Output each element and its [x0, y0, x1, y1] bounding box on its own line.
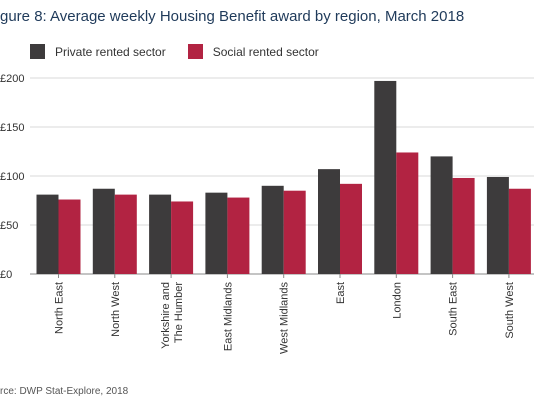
y-tick-label: £150 [0, 122, 24, 134]
x-tick-label: South East [448, 282, 460, 336]
x-tick-label: East Midlands [222, 282, 234, 352]
x-tick-label: London [391, 282, 403, 319]
legend-swatch-private [30, 44, 45, 59]
legend-label-social: Social rented sector [212, 44, 319, 59]
y-tick-label: £200 [0, 73, 24, 85]
bar-social [283, 190, 306, 274]
bar-social [340, 183, 362, 274]
bar-private [318, 169, 340, 274]
legend-item-social: Social rented sector [187, 44, 319, 59]
bar-private [149, 194, 172, 274]
x-tick-label: West Midlands [279, 282, 291, 354]
legend-swatch-social [187, 44, 203, 59]
bar-social [508, 188, 531, 274]
x-tick-label: North East [54, 282, 66, 334]
bar-private [486, 176, 509, 274]
y-tick-label: £50 [0, 220, 18, 232]
bar-social [58, 199, 81, 274]
legend-item-private: Private rented sector [30, 44, 166, 59]
bar-private [36, 194, 59, 274]
bar-private [92, 188, 115, 274]
bar-private [374, 80, 397, 274]
bar-social [227, 197, 250, 274]
bar-private [261, 185, 284, 274]
bar-social [171, 201, 194, 274]
bar-social [114, 194, 137, 274]
bar-private [205, 192, 228, 274]
source-note: rce: DWP Stat-Explore, 2018 [0, 386, 129, 397]
x-tick-label: East [335, 282, 347, 304]
legend: Private rented sector Social rented sect… [30, 44, 341, 59]
y-tick-label: £0 [0, 269, 12, 281]
chart-title: gure 8: Average weekly Housing Benefit a… [0, 8, 465, 25]
bar-private [430, 156, 453, 274]
x-tick-label: South West [504, 282, 516, 339]
bar-social [396, 152, 419, 274]
x-tick-label: North West [110, 282, 122, 337]
y-tick-label: £100 [0, 171, 24, 183]
legend-label-private: Private rented sector [55, 44, 166, 59]
x-tick-label: Yorkshire andThe Humber [160, 282, 185, 349]
bar-social [452, 177, 475, 274]
